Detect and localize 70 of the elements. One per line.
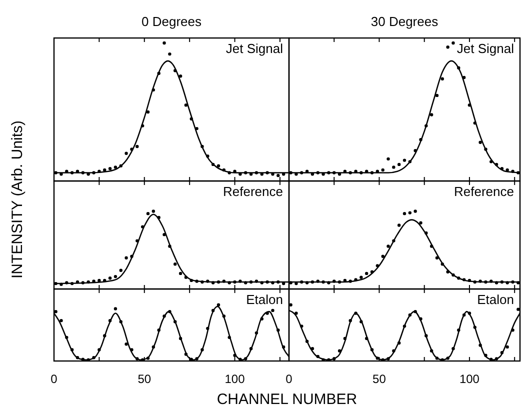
point bbox=[435, 256, 439, 260]
point bbox=[419, 221, 422, 225]
point bbox=[506, 345, 509, 349]
point bbox=[430, 113, 434, 116]
point bbox=[146, 212, 150, 216]
point bbox=[402, 212, 406, 216]
point bbox=[402, 158, 406, 162]
point bbox=[103, 168, 106, 172]
point bbox=[168, 52, 172, 56]
point bbox=[397, 162, 401, 166]
point bbox=[506, 168, 509, 172]
point bbox=[108, 166, 112, 170]
y-axis-title: INTENSITY (Arb. Units) bbox=[9, 120, 26, 279]
point bbox=[184, 104, 188, 107]
point bbox=[124, 256, 128, 260]
point bbox=[392, 166, 396, 169]
point bbox=[124, 152, 128, 155]
point bbox=[386, 157, 390, 161]
x-tick-label: 0 bbox=[50, 372, 58, 386]
x-tick-label: 50 bbox=[138, 372, 152, 386]
point bbox=[178, 74, 182, 78]
point bbox=[114, 307, 118, 310]
point bbox=[162, 41, 166, 45]
point bbox=[146, 110, 150, 114]
annotation: Jet Signal bbox=[456, 41, 514, 56]
point bbox=[54, 310, 58, 314]
point bbox=[381, 168, 384, 172]
point bbox=[408, 211, 412, 214]
point bbox=[216, 303, 220, 306]
chart-title: 0 Degrees bbox=[142, 14, 202, 29]
point bbox=[446, 46, 450, 49]
point bbox=[360, 276, 363, 279]
x-axis-title: CHANNEL NUMBER bbox=[216, 391, 358, 408]
x-tick-label: 0 bbox=[286, 372, 293, 386]
point bbox=[271, 308, 274, 312]
annotation: Jet Signal bbox=[226, 41, 284, 56]
point bbox=[216, 164, 220, 168]
point bbox=[397, 224, 401, 227]
point bbox=[365, 272, 368, 276]
point bbox=[60, 318, 63, 322]
text: Reference bbox=[223, 184, 283, 199]
annotation: Etalon bbox=[246, 292, 283, 307]
text: Reference bbox=[454, 184, 514, 199]
point bbox=[178, 272, 182, 276]
point bbox=[98, 278, 101, 282]
point bbox=[276, 174, 280, 178]
chart-title: 30 Degrees bbox=[370, 14, 439, 29]
point bbox=[174, 262, 177, 266]
point bbox=[108, 276, 112, 280]
annotation: Etalon bbox=[477, 292, 514, 307]
point bbox=[381, 254, 384, 258]
point bbox=[452, 41, 455, 45]
point bbox=[162, 232, 166, 236]
point bbox=[294, 312, 298, 315]
point bbox=[289, 303, 292, 306]
point bbox=[440, 77, 444, 80]
point bbox=[435, 94, 439, 98]
point bbox=[114, 274, 118, 278]
point bbox=[386, 244, 390, 248]
point bbox=[516, 308, 520, 311]
point bbox=[478, 140, 482, 144]
x-tick-label: 100 bbox=[459, 372, 480, 386]
point bbox=[414, 210, 417, 213]
point bbox=[124, 342, 128, 346]
point bbox=[119, 268, 122, 272]
point bbox=[136, 144, 139, 148]
point bbox=[114, 166, 118, 169]
point bbox=[152, 210, 156, 213]
x-tick-label: 100 bbox=[224, 372, 246, 386]
x-tick-label: 50 bbox=[372, 372, 386, 386]
